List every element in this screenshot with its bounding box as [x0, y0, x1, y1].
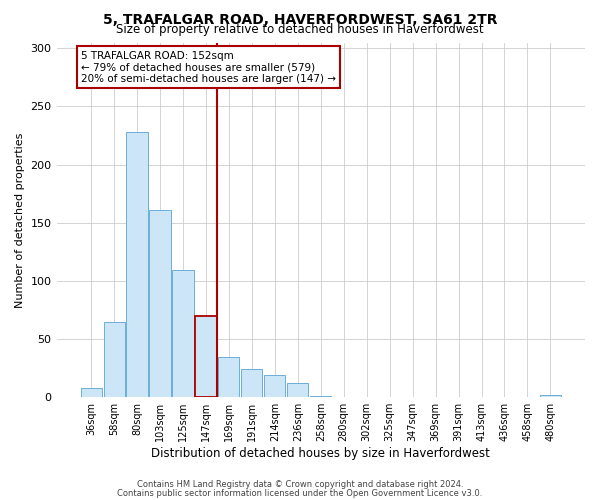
Bar [287, 384, 308, 397]
Text: Contains public sector information licensed under the Open Government Licence v3: Contains public sector information licen… [118, 489, 482, 498]
Bar [218, 356, 239, 397]
Bar [80, 388, 101, 397]
Bar [127, 132, 148, 397]
Bar [540, 395, 561, 397]
Y-axis label: Number of detached properties: Number of detached properties [15, 132, 25, 308]
Text: 5, TRAFALGAR ROAD, HAVERFORDWEST, SA61 2TR: 5, TRAFALGAR ROAD, HAVERFORDWEST, SA61 2… [103, 12, 497, 26]
Bar [196, 316, 217, 397]
Bar [241, 370, 262, 397]
Bar [310, 396, 331, 397]
X-axis label: Distribution of detached houses by size in Haverfordwest: Distribution of detached houses by size … [151, 447, 490, 460]
Bar [104, 322, 125, 397]
Bar [264, 375, 286, 397]
Bar [149, 210, 170, 397]
Text: Contains HM Land Registry data © Crown copyright and database right 2024.: Contains HM Land Registry data © Crown c… [137, 480, 463, 489]
Text: 5 TRAFALGAR ROAD: 152sqm
← 79% of detached houses are smaller (579)
20% of semi-: 5 TRAFALGAR ROAD: 152sqm ← 79% of detach… [81, 50, 336, 84]
Text: Size of property relative to detached houses in Haverfordwest: Size of property relative to detached ho… [116, 22, 484, 36]
Bar [172, 270, 194, 397]
